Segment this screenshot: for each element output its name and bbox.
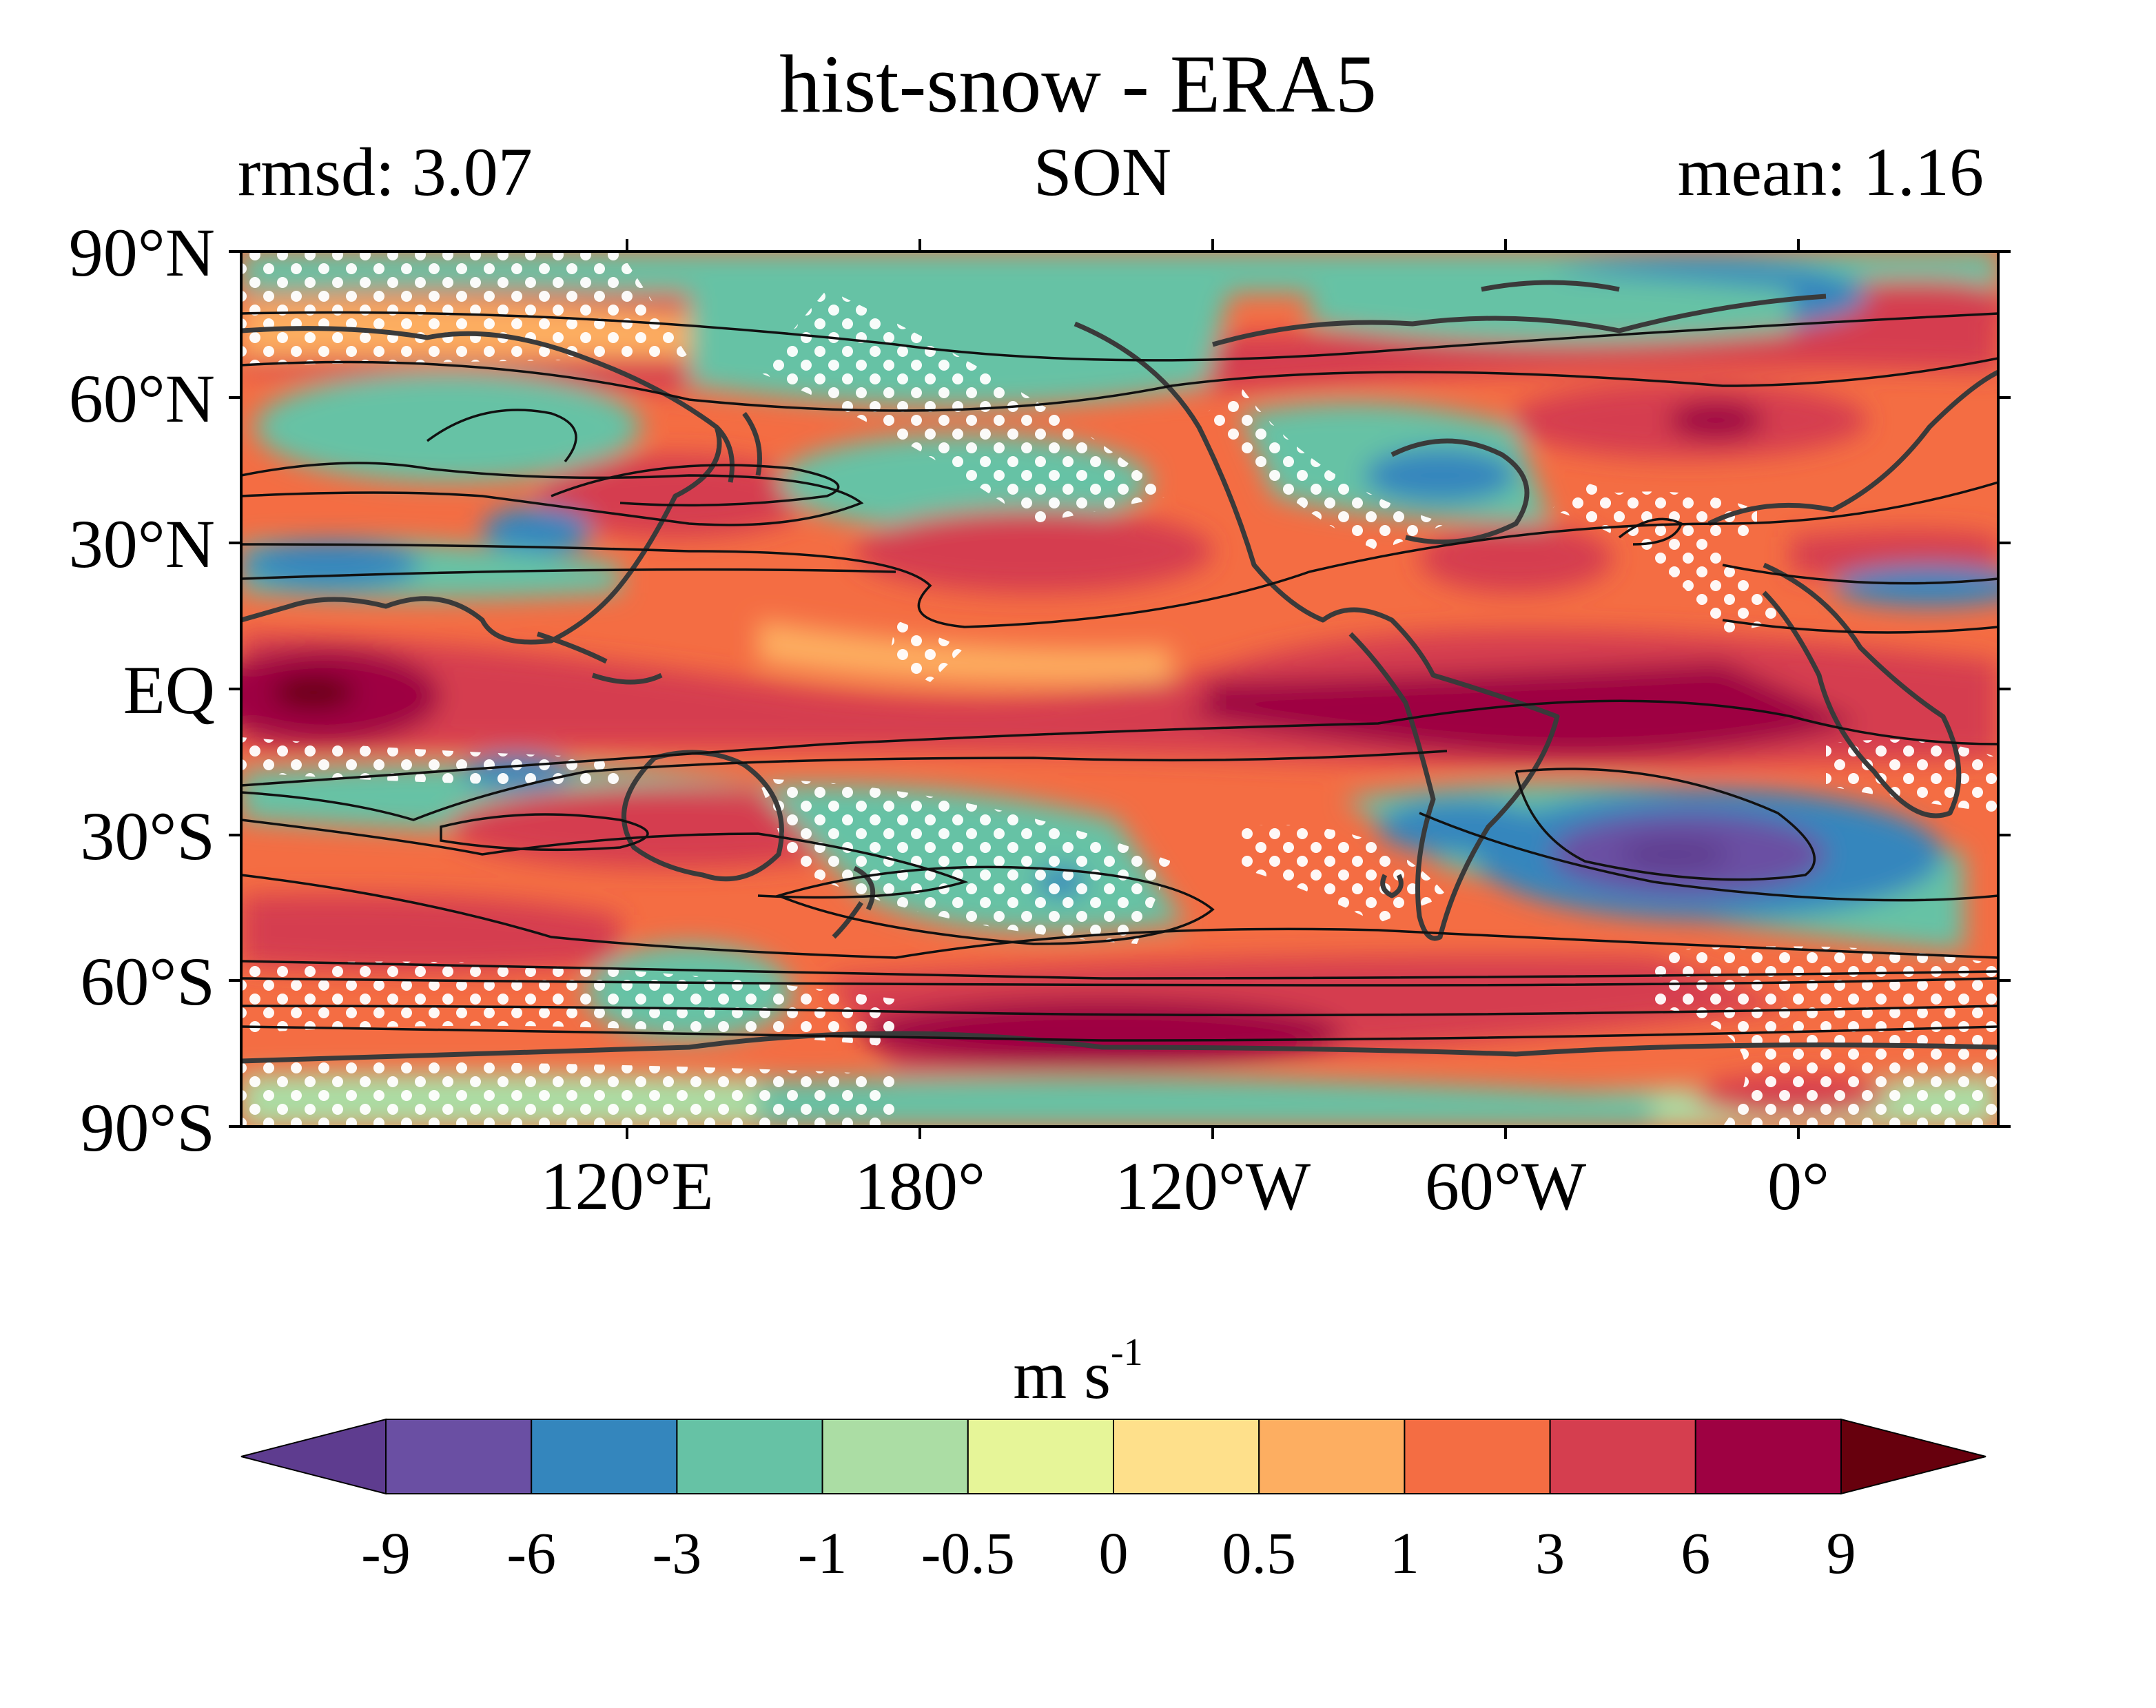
colorbar-extend-high — [1840, 1418, 1986, 1495]
lon-label: 0° — [1767, 1148, 1829, 1224]
colorbar-box — [1404, 1419, 1551, 1494]
lat-ticks — [229, 250, 2011, 1128]
colorbar-boxes — [240, 1418, 1986, 1495]
wind-anomaly-field — [241, 251, 1998, 1126]
climatology-contours — [241, 311, 1998, 1042]
colorbar-box — [1113, 1419, 1260, 1494]
units-exponent: -1 — [1111, 1331, 1143, 1374]
units-base: m s — [1013, 1337, 1111, 1413]
colorbar-tick-label: 0 — [1099, 1520, 1129, 1586]
colorbar-tick-label: 3 — [1535, 1520, 1565, 1586]
lat-label: 30°S — [80, 798, 215, 874]
lon-ticks — [626, 239, 1800, 1139]
map-title: hist-snow - ERA5 — [779, 38, 1377, 130]
colorbar-box — [967, 1419, 1115, 1494]
lat-label: 90°S — [80, 1089, 215, 1166]
colorbar-box — [676, 1419, 823, 1494]
lat-label: 60°S — [80, 943, 215, 1020]
colorbar-tick-label: 1 — [1390, 1520, 1419, 1586]
colorbar-tick-labels: -9 -6 -3 -1 -0.5 0 0.5 1 3 6 9 — [361, 1520, 1856, 1586]
colorbar-units: m s-1 — [0, 1333, 2156, 1410]
lat-label: 30°N — [69, 506, 215, 582]
lat-label: EQ — [123, 652, 215, 728]
season-label: SON — [1034, 134, 1172, 210]
rmsd-label: rmsd: 3.07 — [238, 134, 533, 210]
colorbar-tick-label: 9 — [1827, 1520, 1856, 1586]
significance-stippling — [241, 251, 1998, 1126]
colorbar-tick-label: -9 — [361, 1520, 411, 1586]
colorbar-box — [1694, 1419, 1842, 1494]
lon-label: 120°E — [540, 1148, 713, 1224]
colorbar-tick-label: 0.5 — [1222, 1520, 1296, 1586]
colorbar-box — [1549, 1419, 1696, 1494]
colorbar-tick-label: -1 — [798, 1520, 848, 1586]
colorbar-tick-label: 6 — [1681, 1520, 1710, 1586]
colorbar-tick-label: -6 — [506, 1520, 556, 1586]
colorbar-box — [1258, 1419, 1406, 1494]
colorbar-box — [821, 1419, 969, 1494]
lat-label: 90°N — [69, 214, 215, 291]
lon-label: 180° — [854, 1148, 985, 1224]
colorbar-extend-low — [240, 1418, 387, 1495]
lon-label: 60°W — [1425, 1148, 1587, 1224]
lon-label: 120°W — [1115, 1148, 1311, 1224]
mean-label: mean: 1.16 — [1677, 134, 1984, 210]
colorbar-tick-label: -3 — [653, 1520, 702, 1586]
colorbar-box — [531, 1419, 678, 1494]
colorbar-tick-label: -0.5 — [921, 1520, 1015, 1586]
lat-label: 60°N — [69, 360, 215, 437]
colorbar-box — [385, 1419, 533, 1494]
